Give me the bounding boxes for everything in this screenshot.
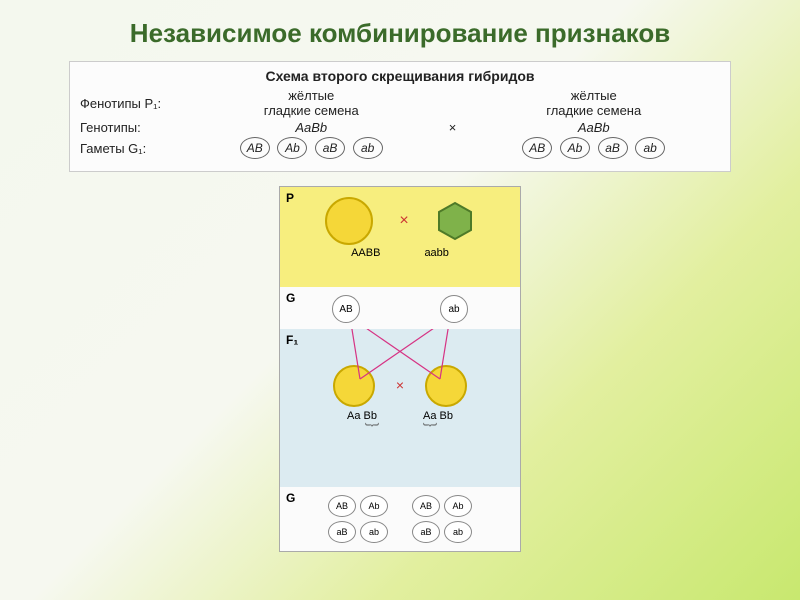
g1-left: AB — [332, 295, 360, 323]
phenotype-label: Фенотипы P₁: — [80, 96, 185, 111]
section-P: P × AABB aabb — [280, 187, 520, 287]
phenotype-left: жёлтые гладкие семена — [185, 88, 438, 118]
parent-right-label: aabb — [424, 247, 448, 259]
g2-cell: AB — [328, 495, 356, 517]
g2-cell: aB — [412, 521, 440, 543]
g1-right: ab — [440, 295, 468, 323]
gamete-cell: Ab — [560, 137, 590, 159]
parent-left-label: AABB — [351, 247, 380, 259]
scheme-heading: Схема второго скрещивания гибридов — [80, 68, 720, 84]
page-title: Независимое комбинирование признаков — [0, 0, 800, 57]
g2-cell: ab — [444, 521, 472, 543]
genotype-label: Генотипы: — [80, 120, 185, 135]
g2-grid-right: AB Ab aB ab — [412, 495, 472, 543]
gametes-label: Гаметы G₁: — [80, 141, 185, 156]
gamete-cell: aB — [315, 137, 345, 159]
section-G1: G AB ab — [280, 287, 520, 329]
genotype-left: AaBb — [185, 120, 438, 135]
section-G2: G AB Ab aB ab AB Ab aB ab — [280, 487, 520, 551]
parent-left-circle — [325, 197, 373, 245]
g2-cell: ab — [360, 521, 388, 543]
parent-right-hexagon — [435, 201, 475, 241]
gamete-cell: AB — [240, 137, 270, 159]
g2-grid-left: AB Ab aB ab — [328, 495, 388, 543]
cross-icon: × — [399, 212, 408, 230]
g2-cell: Ab — [444, 495, 472, 517]
g2-cell: Ab — [360, 495, 388, 517]
genotype-right: AaBb — [468, 120, 721, 135]
tag-P: P — [286, 191, 294, 205]
tag-G2: G — [286, 491, 295, 505]
f1-cross-icon: × — [396, 377, 404, 393]
brace-row: ︸︸ — [286, 420, 514, 440]
phenotype-right: жёлтые гладкие семена — [468, 88, 721, 118]
phenotype-row: Фенотипы P₁: жёлтые гладкие семена жёлты… — [80, 88, 720, 118]
g2-cell: AB — [412, 495, 440, 517]
section-F1: F₁ × Aa Bb Aa Bb ︸︸ — [280, 329, 520, 487]
genotype-cross: × — [438, 120, 468, 135]
g2-cell: aB — [328, 521, 356, 543]
gametes-right: AB Ab aB ab — [468, 137, 721, 159]
gametes-left: AB Ab aB ab — [185, 137, 438, 159]
f1-left-circle — [333, 365, 375, 407]
cross-scheme-box: Схема второго скрещивания гибридов Фенот… — [69, 61, 731, 172]
gametes-row: Гаметы G₁: AB Ab aB ab AB Ab aB ab — [80, 137, 720, 159]
gamete-cell: aB — [598, 137, 628, 159]
tag-F1: F₁ — [286, 333, 298, 347]
tag-G1: G — [286, 291, 295, 305]
punnett-diagram: P × AABB aabb G AB ab F₁ — [279, 186, 521, 552]
gamete-cell: ab — [635, 137, 665, 159]
gamete-cell: Ab — [277, 137, 307, 159]
genotype-row: Генотипы: AaBb × AaBb — [80, 120, 720, 135]
gamete-cell: AB — [522, 137, 552, 159]
gamete-cell: ab — [353, 137, 383, 159]
f1-right-circle — [425, 365, 467, 407]
